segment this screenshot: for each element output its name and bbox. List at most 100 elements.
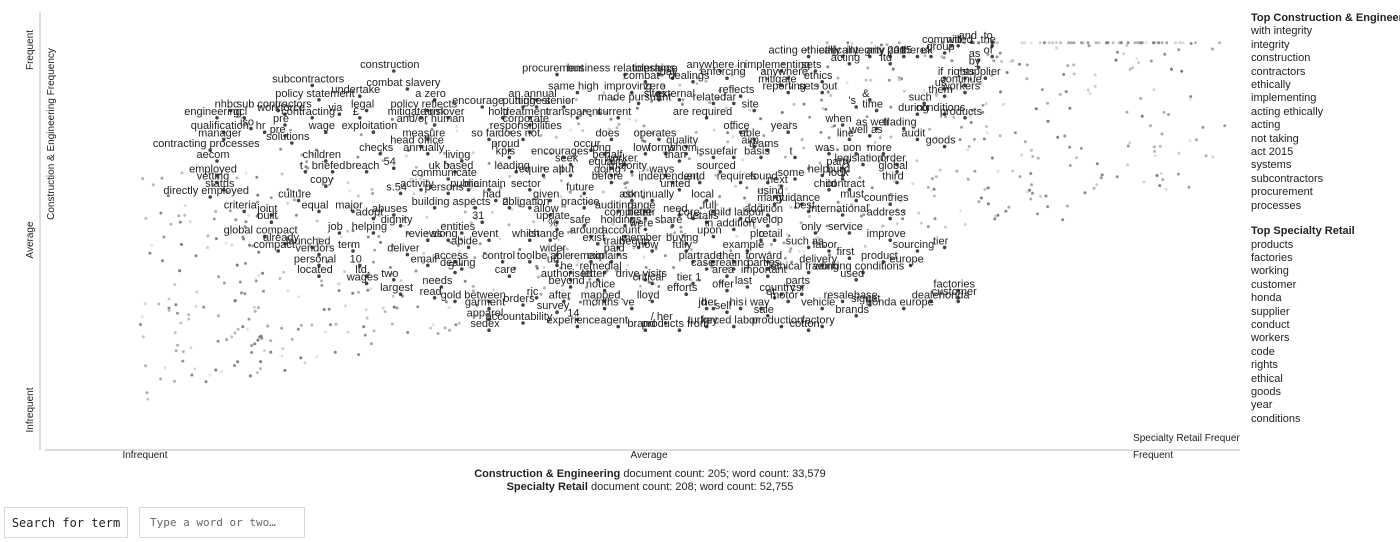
term-label[interactable]: whom — [667, 142, 697, 154]
term-label[interactable]: conditions — [916, 102, 966, 114]
term-point[interactable] — [283, 134, 287, 138]
term-point[interactable] — [990, 44, 994, 48]
term-point[interactable] — [704, 116, 709, 120]
term-label[interactable]: sets — [801, 59, 822, 71]
term-point[interactable] — [609, 137, 614, 142]
term-label[interactable]: sell — [715, 300, 732, 312]
term-point[interactable] — [718, 69, 722, 73]
term-label[interactable]: 've — [621, 297, 635, 309]
term-point[interactable] — [589, 234, 593, 239]
term-point[interactable] — [453, 299, 457, 304]
term-label[interactable]: continue — [940, 73, 982, 85]
term-label[interactable]: un — [547, 253, 559, 265]
term-label[interactable]: office — [724, 120, 750, 132]
term-point[interactable] — [283, 242, 287, 246]
term-point[interactable] — [840, 173, 845, 178]
term-point[interactable] — [772, 238, 777, 242]
term-point[interactable] — [854, 198, 858, 203]
term-point[interactable] — [507, 148, 512, 152]
term-point[interactable] — [215, 173, 219, 178]
term-point[interactable] — [562, 299, 566, 304]
term-label[interactable]: located — [297, 264, 332, 276]
term-label[interactable]: implementing — [745, 59, 810, 71]
term-point[interactable] — [779, 184, 784, 188]
term-label[interactable]: were — [628, 217, 653, 229]
term-label[interactable]: directly employed — [163, 185, 249, 197]
term-label[interactable]: ltd. — [355, 264, 370, 276]
term-point[interactable] — [466, 188, 471, 192]
term-label[interactable]: activity — [400, 178, 434, 190]
term-point[interactable] — [868, 98, 872, 102]
term-point[interactable] — [609, 173, 614, 178]
term-point[interactable] — [582, 206, 586, 210]
term-point[interactable] — [636, 101, 641, 106]
term-point[interactable] — [643, 216, 648, 221]
term-label[interactable]: and — [959, 30, 977, 42]
term-point[interactable] — [555, 227, 559, 232]
term-point[interactable] — [426, 238, 430, 242]
term-label[interactable]: look — [829, 167, 850, 179]
term-label[interactable]: majority — [609, 160, 648, 172]
term-point[interactable] — [432, 296, 437, 300]
term-label[interactable]: tool — [517, 250, 535, 262]
term-point[interactable] — [813, 69, 818, 73]
term-label[interactable]: tolerance — [632, 63, 677, 75]
term-point[interactable] — [616, 252, 620, 257]
term-label[interactable]: brand — [627, 318, 655, 330]
term-point[interactable] — [766, 148, 770, 152]
term-point[interactable] — [772, 296, 777, 300]
term-point[interactable] — [963, 76, 967, 80]
term-label[interactable]: important — [741, 264, 787, 276]
term-label[interactable]: build — [827, 163, 850, 175]
term-label[interactable]: need — [663, 203, 687, 215]
term-point[interactable] — [786, 76, 790, 80]
term-label[interactable]: responsibilities — [490, 120, 563, 132]
term-label[interactable]: forms — [648, 142, 676, 154]
term-label[interactable]: any part — [866, 45, 906, 57]
term-point[interactable] — [840, 123, 845, 127]
top-construction-item[interactable]: with integrity — [1251, 25, 1313, 38]
term-label[interactable]: living — [445, 149, 470, 161]
top-construction-item[interactable]: contractors — [1251, 65, 1306, 78]
term-label[interactable]: uk based — [429, 160, 474, 172]
top-retail-item[interactable]: customer — [1251, 278, 1297, 291]
term-label[interactable]: basis — [744, 145, 770, 157]
term-point[interactable] — [732, 101, 736, 106]
term-label[interactable]: train — [603, 235, 624, 247]
term-point[interactable] — [528, 123, 532, 127]
term-label[interactable]: solutions — [266, 131, 310, 143]
term-label[interactable]: long — [590, 142, 611, 154]
term-point[interactable] — [453, 270, 457, 275]
term-label[interactable]: labor — [813, 239, 838, 251]
term-point[interactable] — [528, 260, 532, 264]
term-point[interactable] — [786, 299, 790, 304]
term-label[interactable]: i way — [744, 297, 770, 309]
term-point[interactable] — [541, 173, 546, 178]
term-point[interactable] — [725, 76, 729, 80]
term-label[interactable]: be able — [535, 250, 571, 262]
term-point[interactable] — [432, 98, 437, 102]
term-point[interactable] — [630, 170, 634, 174]
term-label[interactable]: retail — [759, 228, 783, 240]
term-label[interactable]: safe — [570, 214, 591, 226]
term-label[interactable]: anywhere in — [687, 59, 746, 71]
term-label[interactable]: senior — [545, 95, 575, 107]
term-label[interactable]: & — [862, 88, 870, 100]
term-label[interactable]: country — [759, 282, 796, 294]
term-label[interactable]: et — [766, 286, 775, 298]
term-point[interactable] — [772, 202, 777, 206]
term-point[interactable] — [847, 231, 852, 235]
term-point[interactable] — [840, 177, 845, 181]
term-point[interactable] — [670, 224, 675, 228]
term-label[interactable]: kpis — [496, 145, 516, 157]
term-label[interactable]: trade — [697, 250, 722, 262]
term-point[interactable] — [806, 328, 811, 333]
term-point[interactable] — [378, 152, 383, 156]
term-point[interactable] — [262, 234, 267, 239]
term-label[interactable]: contract — [826, 178, 865, 190]
term-point[interactable] — [528, 130, 532, 134]
term-point[interactable] — [609, 260, 614, 264]
term-point[interactable] — [929, 54, 933, 59]
term-point[interactable] — [881, 260, 886, 264]
term-label[interactable]: was — [814, 142, 835, 154]
